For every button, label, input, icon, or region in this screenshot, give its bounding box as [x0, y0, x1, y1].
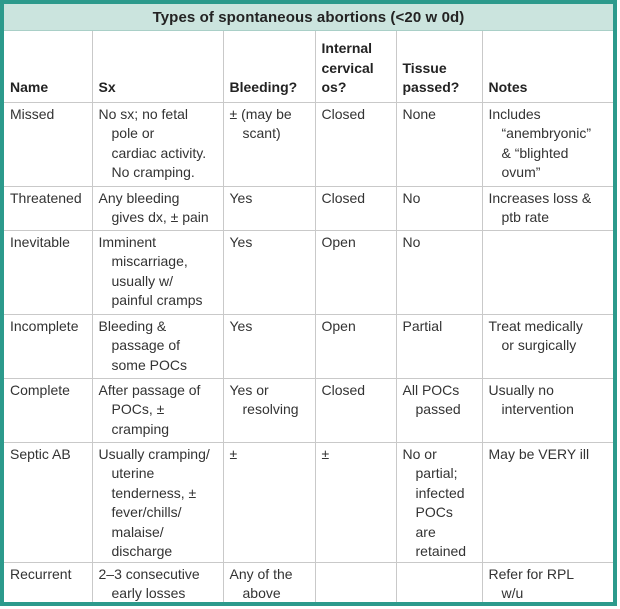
cell-tissue: No: [396, 186, 483, 231]
cell-name: Complete: [4, 378, 93, 443]
spontaneous-abortions-table: Name Sx Bleeding? Internal cervical os? …: [4, 31, 613, 602]
cell-os: [315, 562, 397, 602]
cell-bleeding: Yes: [223, 230, 316, 315]
header-row: Name Sx Bleeding? Internal cervical os? …: [4, 31, 613, 103]
column-header-bleeding: Bleeding?: [223, 31, 316, 103]
table-row-recurrent: Recurrent 2–3 consecutive early losses A…: [4, 562, 613, 602]
table-row-inevitable: Inevitable Imminent miscarriage, usually…: [4, 230, 613, 315]
cell-os: Open: [315, 230, 397, 315]
cell-name: Threatened: [4, 186, 93, 231]
cell-tissue: No: [396, 230, 483, 315]
cell-sx: Bleeding & passage of some POCs: [92, 314, 224, 379]
cell-tissue: None: [396, 102, 483, 187]
cell-notes: Usually no intervention: [482, 378, 613, 443]
cell-tissue: [396, 562, 483, 602]
table-row-complete: Complete After passage of POCs, ± crampi…: [4, 378, 613, 443]
cell-sx: After passage of POCs, ± cramping: [92, 378, 224, 443]
cell-bleeding: Any of the above: [223, 562, 316, 602]
cell-bleeding: Yes or resolving: [223, 378, 316, 443]
cell-tissue: Partial: [396, 314, 483, 379]
table-title: Types of spontaneous abortions (<20 w 0d…: [4, 4, 613, 31]
table-row-missed: Missed No sx; no fetal pole or cardiac a…: [4, 102, 613, 187]
table-row-incomplete: Incomplete Bleeding & passage of some PO…: [4, 314, 613, 379]
cell-os: ±: [315, 442, 397, 563]
cell-sx: No sx; no fetal pole or cardiac activity…: [92, 102, 224, 187]
cell-notes: May be VERY ill: [482, 442, 613, 563]
cell-bleeding: Yes: [223, 314, 316, 379]
cell-bleeding: ± (may be scant): [223, 102, 316, 187]
column-header-tissue-passed: Tissue passed?: [396, 31, 483, 103]
cell-notes: Includes “anembryonic” & “blighted ovum”: [482, 102, 613, 187]
cell-os: Open: [315, 314, 397, 379]
table-row-septic-ab: Septic AB Usually cramping/ uterine tend…: [4, 442, 613, 563]
cell-tissue: No or partial; infected POCs are retaine…: [396, 442, 483, 563]
cell-tissue: All POCs passed: [396, 378, 483, 443]
cell-name: Recurrent: [4, 562, 93, 602]
cell-sx: 2–3 consecutive early losses: [92, 562, 224, 602]
cell-name: Inevitable: [4, 230, 93, 315]
column-header-notes: Notes: [482, 31, 613, 103]
column-header-internal-cervical-os: Internal cervical os?: [315, 31, 397, 103]
cell-os: Closed: [315, 102, 397, 187]
cell-notes: Refer for RPL w/u: [488, 565, 575, 602]
cell-bleeding: Yes: [223, 186, 316, 231]
cell-notes: Increases loss & ptb rate: [482, 186, 613, 231]
cell-notes: [482, 230, 613, 315]
cell-name: Incomplete: [4, 314, 93, 379]
cell-sx: Usually cramping/ uterine tenderness, ± …: [92, 442, 224, 563]
cell-sx: Imminent miscarriage, usually w/ painful…: [92, 230, 224, 315]
cell-notes: Treat medically or surgically: [482, 314, 613, 379]
column-header-name: Name: [4, 31, 93, 103]
table-row-threatened: Threatened Any bleeding gives dx, ± pain…: [4, 186, 613, 231]
column-header-sx: Sx: [92, 31, 224, 103]
cell-name: Missed: [4, 102, 93, 187]
cell-os: Closed: [315, 378, 397, 443]
cell-sx: Any bleeding gives dx, ± pain: [92, 186, 224, 231]
cell-bleeding: ±: [223, 442, 316, 563]
cell-name: Septic AB: [4, 442, 93, 563]
cell-os: Closed: [315, 186, 397, 231]
